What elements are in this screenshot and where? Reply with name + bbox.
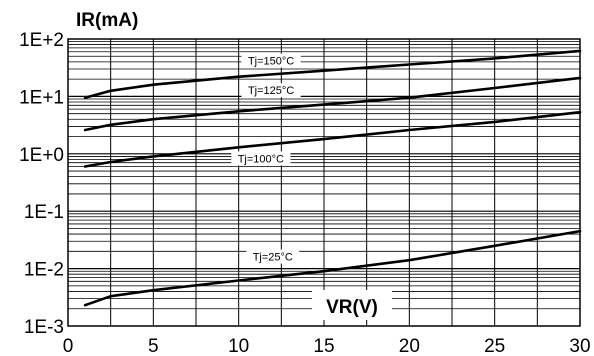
chart-curves <box>83 49 582 307</box>
series-label-bg <box>231 151 291 166</box>
series-label-tj-150-c: Tj=150°C <box>248 56 294 68</box>
y-tick-label: 1E-2 <box>24 260 64 281</box>
y-tick-label: 1E-3 <box>24 317 64 338</box>
x-tick-label: 30 <box>569 336 590 356</box>
chart-tick-labels: 0 5 10 15 20 25 30 1E-3 1E-2 1E-1 1E+0 1E+1 1E+2 <box>19 30 590 356</box>
series-label-bg <box>246 249 300 264</box>
series-line-tj-25-c <box>83 229 582 307</box>
chart-curve-labels: Tj=150°C Tj=125°C Tj=100°C Tj=25°C <box>231 53 301 264</box>
y-tick-label: 1E-1 <box>24 202 64 223</box>
plot-frame <box>67 38 581 327</box>
x-tick-label: 10 <box>228 336 249 356</box>
chart-grid <box>68 39 580 326</box>
x-tick-label: 15 <box>313 336 334 356</box>
y-tick-label: 1E+0 <box>19 145 64 166</box>
x-tick-label: 20 <box>399 336 420 356</box>
series-label-tj-100-c: Tj=100°C <box>238 153 284 165</box>
x-axis-title: VR(V) <box>326 297 378 318</box>
series-label-bg <box>241 83 301 98</box>
series-label-bg <box>241 53 301 68</box>
y-tick-label: 1E+1 <box>19 87 64 108</box>
x-tick-label: 25 <box>484 336 505 356</box>
x-tick-label: 0 <box>63 336 74 356</box>
series-label-tj-125-c: Tj=125°C <box>248 85 294 97</box>
series-label-tj-25-c: Tj=25°C <box>253 252 293 264</box>
x-axis-title-bg <box>312 290 392 320</box>
x-tick-label: 5 <box>148 336 159 356</box>
y-tick-label: 1E+2 <box>19 30 64 51</box>
series-line-tj-125-c <box>83 76 582 132</box>
y-axis-title: IR(mA) <box>76 10 138 31</box>
series-line-tj-100-c <box>83 110 582 168</box>
series-line-tj-150-c <box>83 49 582 99</box>
